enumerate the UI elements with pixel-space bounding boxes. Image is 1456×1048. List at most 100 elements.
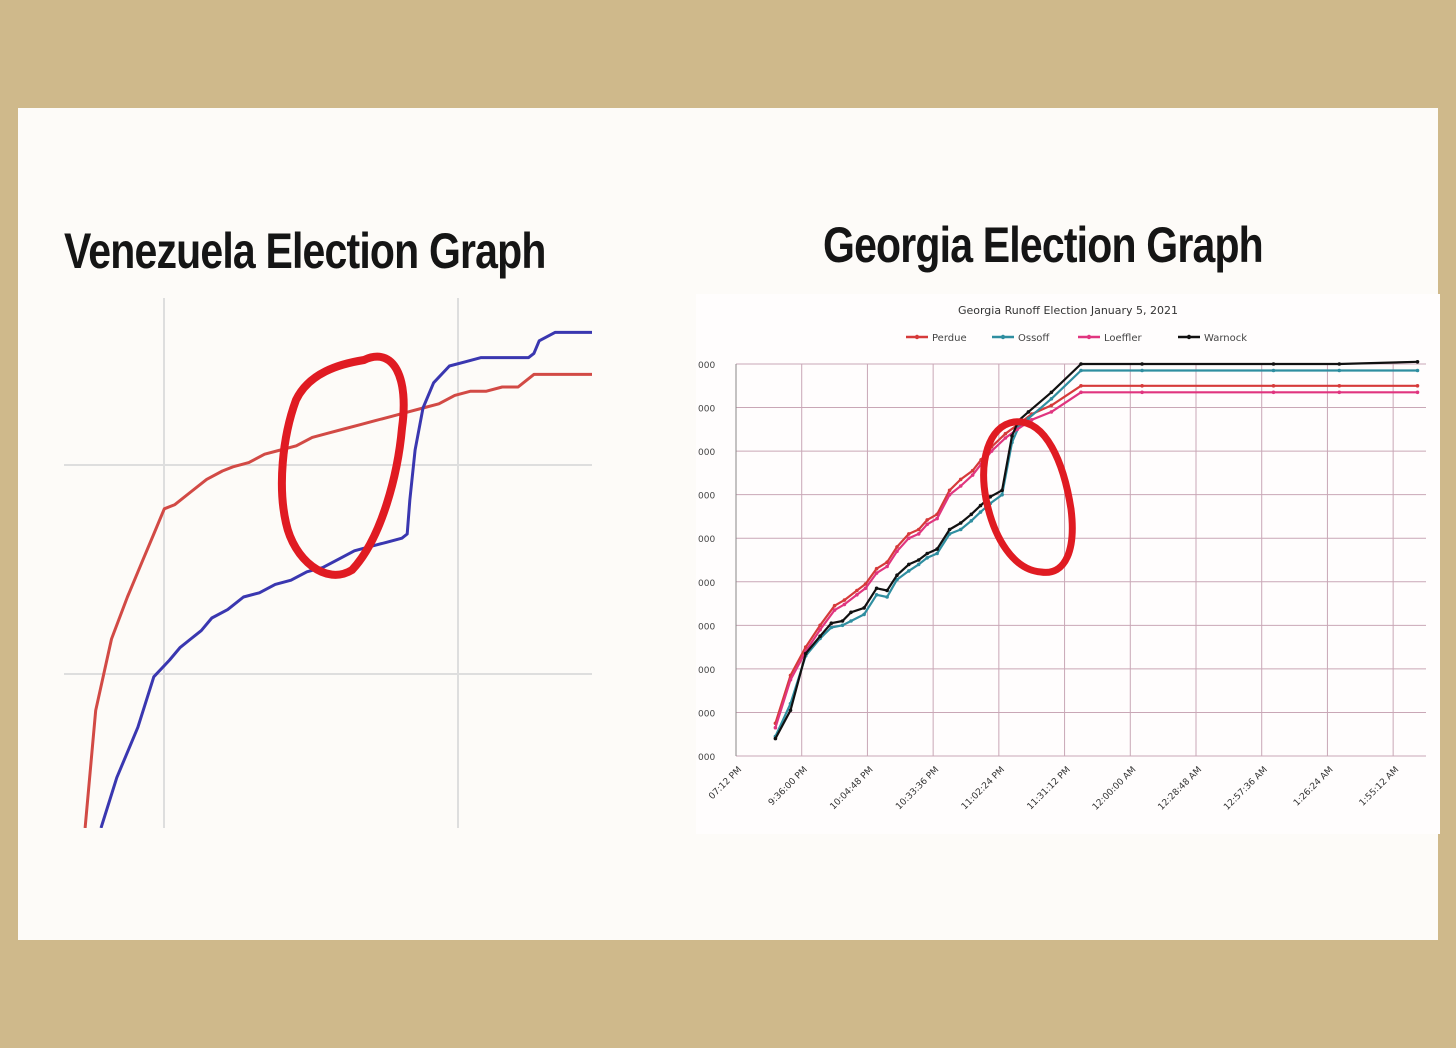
data-point-perdue [970,468,975,473]
data-point-ossoff [916,562,921,567]
data-point-warnock [935,547,939,551]
data-point-perdue [916,527,921,532]
data-point-perdue [947,488,952,493]
venezuela-blue-series-line [99,330,592,828]
data-point-warnock [947,527,952,532]
data-point-warnock [862,606,866,610]
data-point-loeffler [1029,418,1034,422]
data-point-warnock [788,708,793,713]
data-point-warnock [874,586,879,591]
y-tick-label: 000 [698,535,715,545]
data-point-loeffler [1079,390,1083,395]
data-point-perdue [1003,431,1008,436]
data-point-ossoff [969,519,974,523]
data-point-loeffler [863,586,868,591]
data-point-loeffler [989,449,994,453]
data-point-warnock [773,736,778,741]
data-point-ossoff [1026,416,1031,421]
y-tick-label: 000 [698,709,715,719]
data-point-ossoff [1000,492,1004,497]
legend-marker-warnock [1186,334,1192,340]
legend-label-loeffler: Loeffler [1104,333,1142,344]
data-point-warnock [1140,362,1144,366]
data-point-perdue [885,560,889,564]
data-point-warnock [1026,410,1031,414]
y-tick-label: 000 [698,361,715,371]
data-point-ossoff [1079,368,1083,373]
data-point-warnock [1415,360,1420,364]
series-line-ossoff [774,369,1418,737]
data-point-warnock [885,588,889,593]
data-point-warnock [969,512,974,517]
data-point-perdue [1415,384,1420,388]
data-point-perdue [895,545,899,549]
data-point-ossoff [885,595,889,599]
data-point-loeffler [788,678,793,682]
data-point-ossoff [947,532,952,536]
data-point-loeffler [958,484,963,488]
data-point-loeffler [970,473,975,477]
data-point-warnock [958,521,963,525]
data-point-perdue [818,623,822,628]
data-point-ossoff [874,593,879,597]
georgia-chart: Georgia Runoff Election January 5, 2021 P… [696,294,1440,834]
data-point-ossoff [978,510,983,514]
data-point-loeffler [1140,390,1144,395]
data-point-loeffler [1271,390,1276,395]
data-point-loeffler [874,571,879,575]
data-point-ossoff [1415,368,1420,373]
data-point-warnock [895,573,899,577]
legend-label-perdue: Perdue [932,333,967,344]
data-point-perdue [1337,384,1342,388]
data-point-loeffler [1003,436,1008,440]
data-point-loeffler [885,564,889,569]
data-point-loeffler [1337,390,1342,395]
y-tick-label: 000 [698,666,715,676]
data-point-warnock [1079,362,1083,366]
data-point-warnock [907,562,911,567]
data-point-loeffler [935,516,939,521]
data-point-warnock [829,621,834,625]
data-point-loeffler [907,536,911,540]
data-point-warnock [1000,488,1004,493]
data-point-perdue [863,582,868,586]
data-point-ossoff [907,569,911,573]
data-point-ossoff [895,577,899,582]
data-point-warnock [916,558,921,562]
y-tick-label: 000 [698,753,715,763]
data-point-perdue [958,477,963,482]
data-point-loeffler [925,522,929,527]
data-point-perdue [1140,384,1144,388]
data-point-perdue [907,532,911,536]
data-point-loeffler [832,608,837,612]
y-tick-label: 000 [698,405,715,415]
y-tick-label: 000 [698,622,715,632]
data-point-loeffler [1415,390,1420,395]
data-point-warnock [1271,362,1276,366]
data-point-warnock [988,495,993,499]
data-point-warnock [978,503,983,508]
legend-marker-perdue [914,334,920,340]
data-point-loeffler [855,593,859,597]
data-point-warnock [818,634,822,638]
data-point-ossoff [925,556,929,560]
data-point-perdue [874,566,879,571]
legend-marker-ossoff [1000,334,1006,340]
data-point-warnock [1049,390,1054,395]
data-point-loeffler [818,627,822,632]
data-point-warnock [1337,362,1342,366]
data-point-ossoff [849,619,853,623]
data-point-ossoff [1140,368,1144,373]
data-point-warnock [849,610,853,615]
data-point-ossoff [1337,368,1342,373]
data-point-ossoff [862,612,866,617]
data-point-warnock [1010,434,1014,438]
legend-label-warnock: Warnock [1204,333,1247,344]
venezuela-chart [64,298,592,828]
data-point-perdue [1271,384,1276,388]
venezuela-heading: Venezuela Election Graph [64,223,546,279]
data-point-ossoff [829,625,834,630]
data-point-perdue [855,588,859,593]
data-point-ossoff [840,623,845,628]
georgia-heading: Georgia Election Graph [823,217,1264,273]
